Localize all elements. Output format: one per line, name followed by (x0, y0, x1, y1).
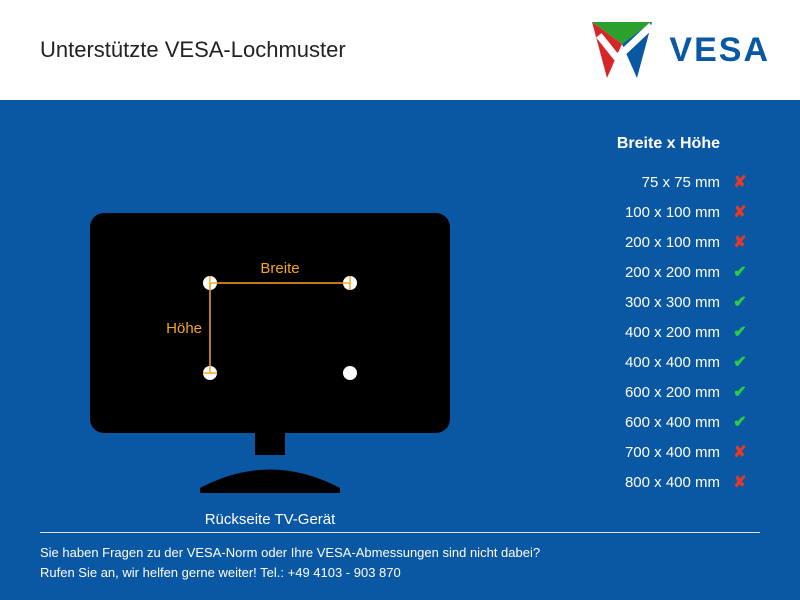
main-panel: Breite Höhe Rückseite TV-Gerät Breite x … (0, 100, 800, 600)
vesa-dimension: 600 x 200 mm (580, 384, 720, 401)
header: Unterstützte VESA-Lochmuster VESA (0, 0, 800, 100)
check-icon: ✔ (720, 262, 760, 282)
vesa-row: 200 x 200 mm✔ (500, 257, 760, 287)
vesa-row: 400 x 200 mm✔ (500, 317, 760, 347)
vesa-dimension: 700 x 400 mm (580, 444, 720, 461)
vesa-row: 800 x 400 mm✘ (500, 467, 760, 497)
svg-text:Höhe: Höhe (166, 320, 202, 337)
vesa-row: 75 x 75 mm✘ (500, 167, 760, 197)
vesa-row: 100 x 100 mm✘ (500, 197, 760, 227)
check-icon: ✔ (720, 382, 760, 402)
vesa-row: 300 x 300 mm✔ (500, 287, 760, 317)
vesa-dimension: 800 x 400 mm (580, 474, 720, 491)
table-header: Breite x Höhe (500, 135, 760, 153)
vesa-dimension: 400 x 400 mm (580, 354, 720, 371)
vesa-row: 200 x 100 mm✘ (500, 227, 760, 257)
vesa-row: 600 x 400 mm✔ (500, 407, 760, 437)
vesa-logo: VESA (587, 22, 770, 78)
check-icon: ✔ (720, 412, 760, 432)
footer-line2: Rufen Sie an, wir helfen gerne weiter! T… (40, 563, 760, 583)
vesa-dimension: 100 x 100 mm (580, 204, 720, 221)
check-icon: ✔ (720, 292, 760, 312)
vesa-dimension: 600 x 400 mm (580, 414, 720, 431)
vesa-row: 700 x 400 mm✘ (500, 437, 760, 467)
svg-text:Breite: Breite (260, 260, 299, 277)
vesa-dimension: 300 x 300 mm (580, 294, 720, 311)
vesa-dimension: 200 x 200 mm (580, 264, 720, 281)
vesa-logo-icon (587, 22, 657, 78)
footer-note: Sie haben Fragen zu der VESA-Norm oder I… (40, 532, 760, 582)
vesa-logo-text: VESA (669, 31, 770, 70)
tv-diagram-area: Breite Höhe Rückseite TV-Gerät (40, 130, 500, 580)
vesa-row: 600 x 200 mm✔ (500, 377, 760, 407)
vesa-dimension: 400 x 200 mm (580, 324, 720, 341)
check-icon: ✔ (720, 352, 760, 372)
vesa-row: 400 x 400 mm✔ (500, 347, 760, 377)
footer-line1: Sie haben Fragen zu der VESA-Norm oder I… (40, 543, 760, 563)
page-title: Unterstützte VESA-Lochmuster (40, 37, 346, 63)
vesa-table: Breite x Höhe 75 x 75 mm✘100 x 100 mm✘20… (500, 130, 760, 580)
cross-icon: ✘ (720, 442, 760, 462)
tv-diagram: Breite Höhe (80, 203, 460, 493)
vesa-dimension: 200 x 100 mm (580, 234, 720, 251)
tv-caption: Rückseite TV-Gerät (205, 511, 336, 528)
cross-icon: ✘ (720, 472, 760, 492)
cross-icon: ✘ (720, 232, 760, 252)
cross-icon: ✘ (720, 172, 760, 192)
cross-icon: ✘ (720, 202, 760, 222)
vesa-dimension: 75 x 75 mm (580, 174, 720, 191)
check-icon: ✔ (720, 322, 760, 342)
